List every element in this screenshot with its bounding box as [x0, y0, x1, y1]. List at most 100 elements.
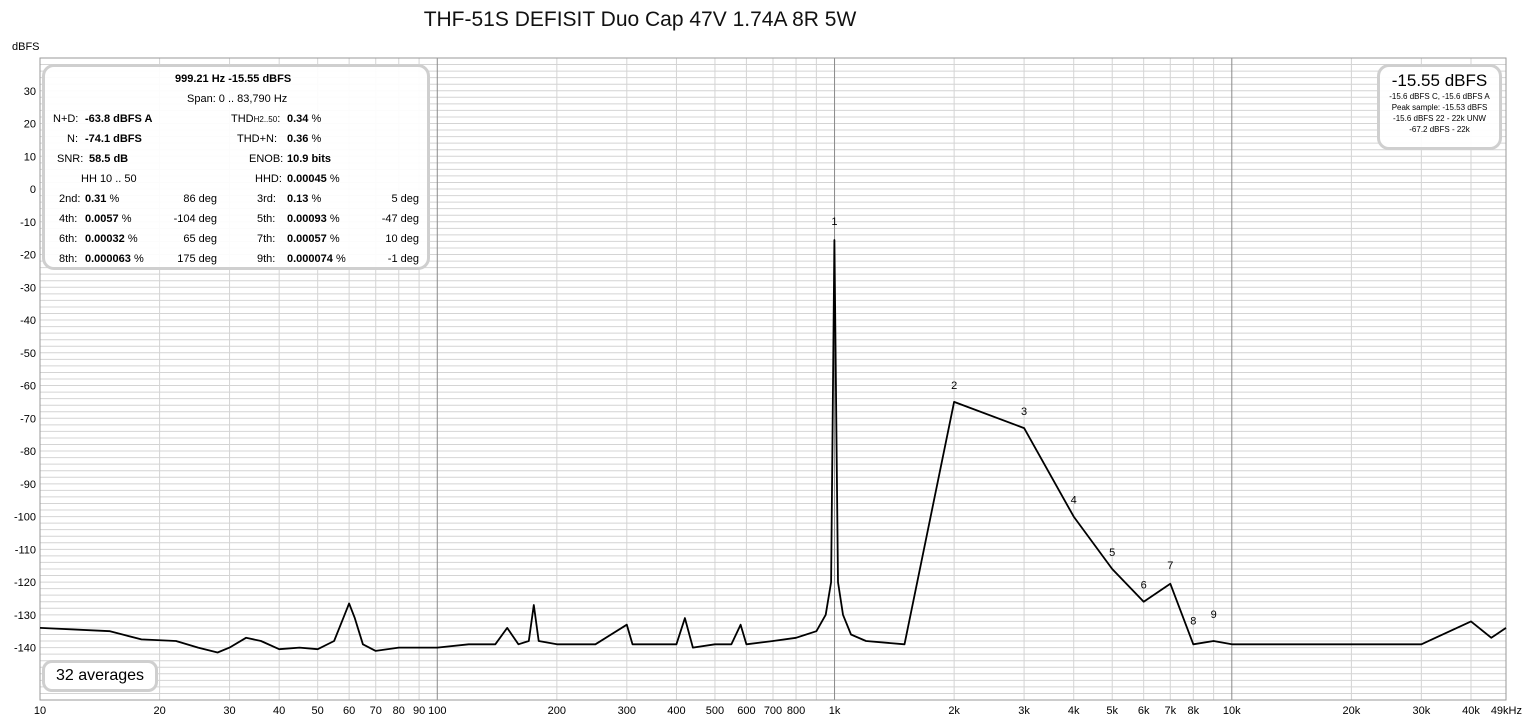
y-tick-label: 20 — [24, 119, 36, 131]
x-tick-label: 30 — [223, 705, 235, 717]
y-tick-label: -130 — [14, 610, 36, 622]
harmonic-label: 9th: — [257, 253, 276, 265]
x-tick-label: 500 — [706, 705, 724, 717]
harmonic-phase: 5 deg — [391, 193, 419, 205]
y-axis-unit-label: dBFS — [12, 41, 40, 53]
harmonic-marker-label: 4 — [1071, 494, 1077, 506]
y-tick-label: -10 — [20, 217, 36, 229]
noise-label: N: — [67, 133, 78, 145]
harmonic-marker-label: 1 — [831, 216, 837, 228]
y-tick-label: -110 — [15, 544, 36, 556]
y-tick-label: -20 — [20, 250, 36, 262]
hhd-value: 0.00045 % — [287, 173, 340, 185]
peak-line-2: Peak sample: -15.53 dBFS — [1391, 103, 1488, 112]
x-tick-label: 8k — [1187, 705, 1199, 717]
harmonic-label: 7th: — [257, 233, 276, 245]
y-tick-label: -70 — [20, 413, 36, 425]
x-tick-label: 3k — [1018, 705, 1030, 717]
y-tick-label: -100 — [14, 512, 36, 524]
measurement-info-panel: 999.21 Hz -15.55 dBFS Span: 0 .. 83,790 … — [42, 64, 430, 270]
x-tick-label: 300 — [618, 705, 636, 717]
harmonic-phase: 65 deg — [183, 233, 217, 245]
x-tick-label: 50 — [312, 705, 324, 717]
harmonic-marker-label: 8 — [1190, 616, 1196, 628]
harmonic-marker-label: 7 — [1167, 560, 1173, 572]
y-tick-label: -60 — [20, 381, 36, 393]
harmonic-marker-label: 3 — [1021, 406, 1027, 418]
harmonic-phase: 10 deg — [385, 233, 419, 245]
thd-label: THDH2..50: — [231, 113, 281, 125]
spectrum-trace — [39, 239, 1507, 654]
harmonic-phase: 175 deg — [177, 253, 217, 265]
x-tick-label: 20k — [1343, 705, 1361, 717]
x-tick-label: 600 — [737, 705, 755, 717]
thd-n-value: 0.36 % — [287, 133, 322, 145]
hhd-label: HHD: — [255, 173, 282, 185]
peak-level: -15.55 dBFS — [1391, 71, 1488, 90]
harmonic-marker-label: 2 — [951, 380, 957, 392]
y-tick-label: -30 — [20, 282, 36, 294]
y-tick-label: -140 — [14, 643, 36, 655]
harmonic-value: 0.00093 % — [287, 213, 340, 225]
x-tick-label: 5k — [1106, 705, 1118, 717]
y-tick-label: -120 — [14, 577, 36, 589]
snr-label: SNR: — [57, 153, 84, 165]
hh-range: HH 10 .. 50 — [81, 173, 137, 185]
harmonic-label: 4th: — [59, 213, 78, 225]
harmonic-marker-label: 5 — [1109, 547, 1115, 559]
harmonic-value: 0.00057 % — [287, 233, 340, 245]
thd-n-label: THD+N: — [237, 133, 278, 145]
chart-title: THF-51S DEFISIT Duo Cap 47V 1.74A 8R 5W — [423, 8, 857, 31]
x-tick-label: 4k — [1068, 705, 1080, 717]
enob-label: ENOB: — [249, 153, 284, 165]
peak-level-panel: -15.55 dBFS -15.6 dBFS C, -15.6 dBFS A P… — [1377, 64, 1502, 150]
fft-span: Span: 0 .. 83,790 Hz — [187, 93, 288, 105]
harmonic-value: 0.00032 % — [85, 233, 138, 245]
x-tick-label: 49kHz — [1491, 705, 1522, 717]
x-tick-label: 2k — [948, 705, 960, 717]
x-tick-label: 200 — [548, 705, 566, 717]
harmonic-label: 3rd: — [257, 193, 276, 205]
x-tick-label: 80 — [393, 705, 405, 717]
harmonic-label: 8th: — [59, 253, 78, 265]
harmonic-marker-label: 9 — [1211, 609, 1217, 621]
y-tick-label: -40 — [20, 315, 36, 327]
harmonic-value: 0.000074 % — [287, 253, 346, 265]
n-plus-d-value: -63.8 dBFS A — [85, 113, 153, 125]
x-tick-label: 40k — [1462, 705, 1480, 717]
x-tick-label: 10k — [1223, 705, 1241, 717]
harmonic-label: 2nd: — [59, 193, 81, 205]
n-plus-d-label: N+D: — [53, 113, 79, 125]
x-tick-label: 10 — [34, 705, 46, 717]
harmonic-value: 0.13 % — [287, 193, 322, 205]
x-tick-label: 60 — [343, 705, 355, 717]
x-tick-label: 20 — [153, 705, 165, 717]
y-tick-label: -80 — [20, 446, 36, 458]
x-tick-label: 1k — [829, 705, 841, 717]
y-tick-label: 0 — [30, 184, 36, 196]
harmonic-marker-label: 6 — [1141, 580, 1147, 592]
x-tick-label: 70 — [370, 705, 382, 717]
x-tick-label: 40 — [273, 705, 285, 717]
snr-value: 58.5 dB — [89, 153, 129, 165]
fundamental-freq-level: 999.21 Hz -15.55 dBFS — [175, 73, 292, 85]
x-tick-label: 100 — [428, 705, 446, 717]
y-tick-label: -50 — [20, 348, 36, 360]
harmonic-value: 0.000063 % — [85, 253, 144, 265]
y-tick-label: -90 — [20, 479, 36, 491]
x-tick-label: 700 — [764, 705, 782, 717]
peak-line-4: -67.2 dBFS - 22k — [1409, 125, 1470, 134]
x-tick-label: 90 — [413, 705, 425, 717]
enob-value: 10.9 bits — [287, 153, 332, 165]
x-tick-label: 7k — [1164, 705, 1176, 717]
harmonic-phase: -104 deg — [173, 213, 217, 225]
harmonic-label: 6th: — [59, 233, 78, 245]
averages-badge: 32 averages — [42, 660, 158, 692]
y-tick-label: 30 — [24, 86, 36, 98]
plot-frame — [39, 57, 1507, 701]
noise-value: -74.1 dBFS — [85, 133, 142, 145]
y-tick-label: 10 — [24, 151, 36, 163]
peak-line-3: -15.6 dBFS 22 - 22k UNW — [1393, 114, 1486, 123]
harmonic-phase: -1 deg — [387, 253, 419, 265]
